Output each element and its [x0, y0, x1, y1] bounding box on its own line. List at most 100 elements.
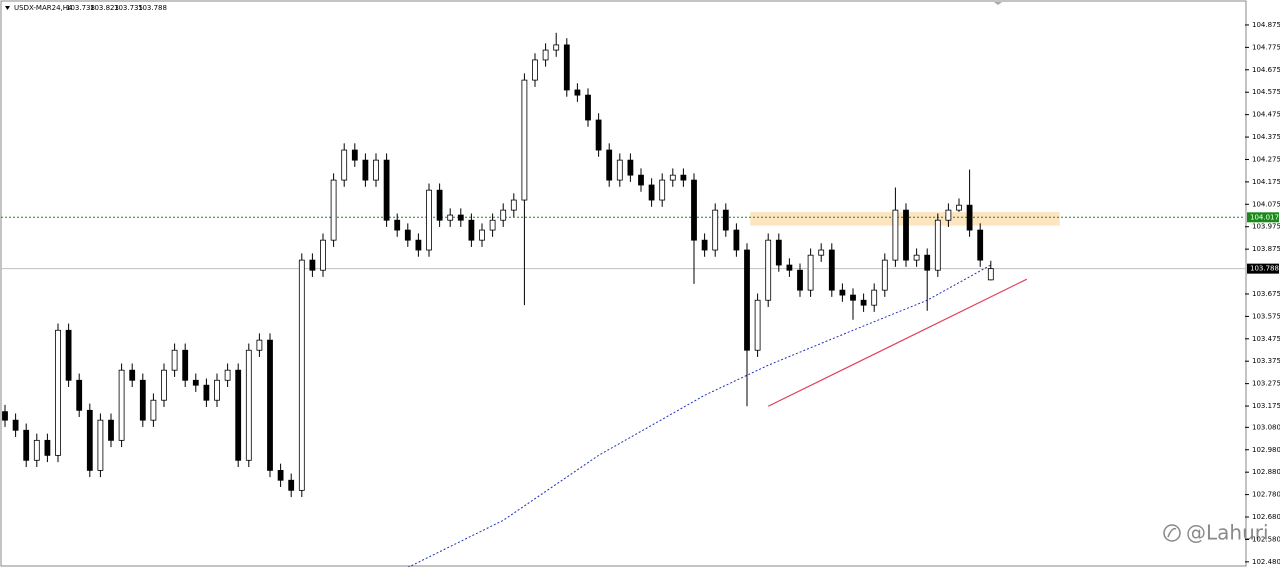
candle-body	[924, 254, 931, 271]
candle-body	[765, 239, 772, 301]
candle-body	[532, 59, 538, 81]
candle-body	[881, 259, 888, 291]
candle-body	[701, 239, 708, 251]
candle-body	[224, 369, 231, 381]
moving-average	[407, 264, 992, 567]
candle-body	[722, 209, 729, 231]
candle-body	[754, 299, 761, 351]
header-value: 103.788	[138, 4, 167, 12]
candle-body	[150, 399, 157, 421]
candle-body	[712, 209, 719, 251]
y-tick-label: 103.875	[1252, 245, 1280, 253]
scroll-marker	[994, 2, 1002, 5]
candle-body	[956, 204, 962, 211]
candle-body	[203, 384, 210, 401]
candle-body	[12, 419, 19, 431]
candle-body	[595, 119, 602, 151]
candle-body	[129, 369, 136, 381]
y-tick-label: 102.780	[1252, 491, 1280, 499]
y-tick-label: 104.475	[1252, 111, 1280, 119]
y-tick-label: 104.575	[1252, 88, 1280, 96]
y-tick-label: 102.880	[1252, 468, 1280, 476]
candle-body	[235, 369, 242, 461]
watermark: @Lahuri	[1186, 521, 1269, 545]
y-tick-label: 103.575	[1252, 312, 1280, 320]
candle-body	[139, 379, 146, 421]
y-tick-label: 102.480	[1252, 558, 1280, 566]
y-tick-label: 103.375	[1252, 357, 1280, 365]
candle-body	[627, 159, 634, 176]
candle-body	[648, 184, 655, 201]
candle-body	[553, 44, 560, 51]
y-tick-label: 102.680	[1252, 513, 1280, 521]
candle-body	[542, 49, 549, 61]
candle-body	[256, 339, 263, 351]
candle-body	[775, 239, 782, 266]
candle-body	[913, 254, 920, 261]
candle-body	[510, 199, 517, 211]
candle-body	[362, 159, 369, 181]
candle-body	[733, 229, 740, 251]
candle-body	[267, 339, 273, 471]
y-tick-label: 103.675	[1252, 290, 1280, 298]
plot-frame	[0, 0, 1247, 567]
price-tag	[1247, 263, 1279, 274]
candle-body	[987, 268, 994, 281]
candle-body	[373, 159, 379, 181]
candle-body	[786, 264, 793, 271]
candle-body	[616, 159, 623, 181]
candle-body	[797, 269, 803, 291]
candle-body	[330, 179, 337, 241]
candle-body	[245, 349, 252, 461]
candle-body	[320, 239, 326, 271]
candle-body	[383, 159, 390, 221]
candle-body	[394, 219, 401, 231]
candle-body	[447, 214, 454, 221]
candle-body	[65, 329, 72, 381]
candle-body	[404, 229, 411, 241]
candle-body	[860, 299, 867, 306]
candle-body	[298, 259, 305, 491]
candle-body	[807, 254, 814, 291]
candle-body	[691, 179, 697, 241]
candle-body	[871, 289, 878, 306]
candle-body	[934, 219, 941, 271]
candle-body	[479, 229, 485, 241]
y-tick-label: 103.175	[1252, 402, 1280, 410]
candle-body	[415, 239, 422, 251]
candle-body	[850, 294, 856, 301]
candle-body	[76, 379, 83, 411]
candle-body	[500, 209, 507, 221]
chart-title: USDX-MAR24,H4	[14, 4, 73, 12]
candle-body	[892, 209, 899, 261]
candle-body	[288, 479, 295, 491]
candle-body	[606, 149, 613, 181]
candle-body	[44, 439, 51, 456]
candle-body	[680, 174, 687, 181]
y-tick-label: 103.975	[1252, 223, 1280, 231]
candle-body	[2, 411, 8, 421]
price-tag-label: 104.017	[1250, 213, 1279, 221]
candle-body	[966, 204, 973, 231]
candle-body	[563, 44, 570, 91]
candle-body	[468, 219, 475, 241]
y-tick-label: 103.275	[1252, 380, 1280, 388]
y-tick-label: 104.875	[1252, 21, 1280, 29]
y-tick-label: 104.275	[1252, 155, 1280, 163]
candle-body	[161, 369, 167, 401]
candle-body	[903, 209, 909, 261]
price-tag	[1247, 212, 1279, 223]
candle-body	[108, 419, 114, 441]
candle-body	[436, 189, 443, 221]
candle-body	[214, 379, 220, 401]
candle-body	[23, 429, 30, 461]
menu-arrow[interactable]	[5, 6, 10, 10]
candle-body	[574, 89, 581, 96]
trendline	[767, 278, 1028, 407]
candle-body	[585, 94, 591, 121]
candle-body	[669, 174, 676, 181]
candle-body	[341, 149, 348, 181]
